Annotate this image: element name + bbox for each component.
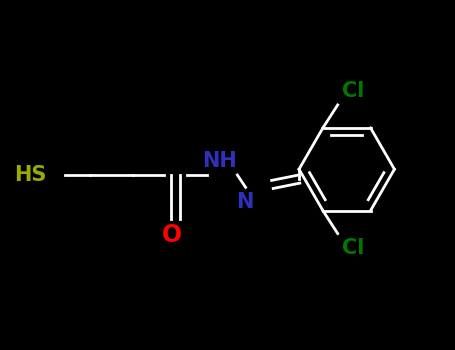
Text: Cl: Cl <box>342 238 364 258</box>
Text: Cl: Cl <box>342 81 364 101</box>
Text: HS: HS <box>14 165 46 185</box>
Text: NH: NH <box>202 151 237 171</box>
Text: N: N <box>237 192 254 212</box>
Text: O: O <box>162 223 182 247</box>
